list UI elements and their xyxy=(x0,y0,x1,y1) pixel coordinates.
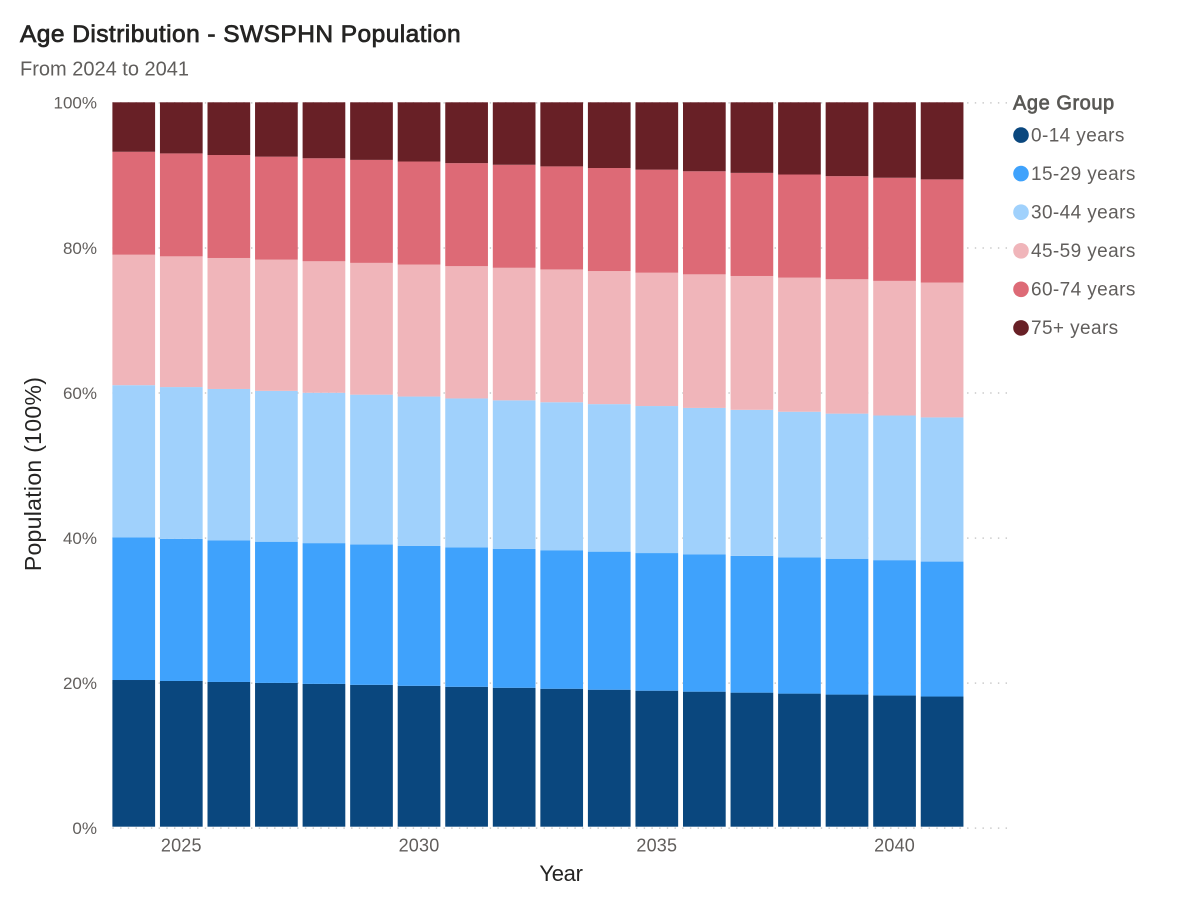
svg-text:2025: 2025 xyxy=(161,836,202,856)
svg-text:2040: 2040 xyxy=(874,836,915,856)
svg-text:2030: 2030 xyxy=(399,836,440,856)
svg-text:0%: 0% xyxy=(72,819,97,838)
svg-text:30-44 years: 30-44 years xyxy=(1031,202,1136,223)
svg-text:45-59 years: 45-59 years xyxy=(1031,241,1136,262)
svg-text:2035: 2035 xyxy=(636,836,677,856)
svg-text:80%: 80% xyxy=(63,239,97,258)
svg-text:100%: 100% xyxy=(54,94,97,113)
svg-text:60%: 60% xyxy=(63,384,97,403)
svg-text:Population (100%): Population (100%) xyxy=(20,377,46,571)
svg-text:75+ years: 75+ years xyxy=(1031,318,1119,339)
svg-text:40%: 40% xyxy=(63,529,97,548)
svg-text:Age Group: Age Group xyxy=(1013,93,1115,115)
svg-text:20%: 20% xyxy=(63,674,97,693)
svg-text:60-74 years: 60-74 years xyxy=(1031,280,1136,301)
svg-text:From 2024 to 2041: From 2024 to 2041 xyxy=(20,59,189,81)
svg-text:Year: Year xyxy=(539,861,582,886)
svg-text:0-14 years: 0-14 years xyxy=(1031,125,1125,146)
svg-text:Age Distribution - SWSPHN Popu: Age Distribution - SWSPHN Population xyxy=(20,21,461,48)
svg-text:15-29 years: 15-29 years xyxy=(1031,164,1136,185)
